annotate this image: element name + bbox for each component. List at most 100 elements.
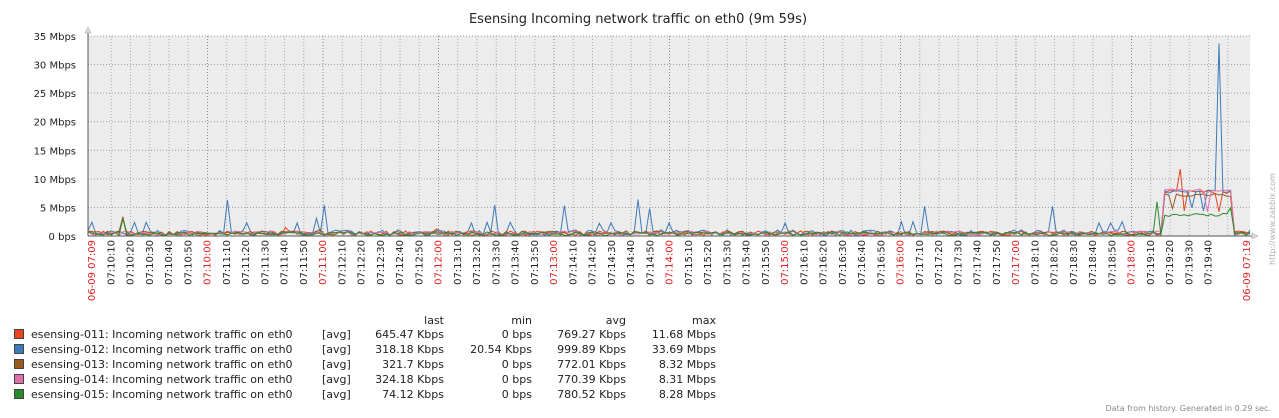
x-tick-label: 07:19:10 <box>1146 240 1157 285</box>
legend-avg-value: 770.39 Kbps <box>557 373 626 386</box>
x-tick-label: 07:15:20 <box>703 240 714 285</box>
legend-row: esensing-012: Incoming network traffic o… <box>14 343 734 356</box>
x-tick-label: 07:19:20 <box>1165 240 1176 285</box>
x-tick-label: 07:18:40 <box>1088 240 1099 285</box>
legend-max-value: 8.31 Mbps <box>658 373 716 386</box>
legend-row: esensing-014: Incoming network traffic o… <box>14 373 734 386</box>
legend-series-name: esensing-014: Incoming network traffic o… <box>31 373 293 386</box>
legend-avg-value: 780.52 Kbps <box>557 388 626 401</box>
x-tick-label: 07:17:00 <box>1011 240 1022 285</box>
x-tick-label: 07:10:50 <box>183 240 194 285</box>
y-tick-label: 15 Mbps <box>34 146 76 157</box>
legend-last-value: 318.18 Kbps <box>375 343 444 356</box>
x-tick-label: 07:11:40 <box>280 240 291 285</box>
series-layer <box>87 43 1251 237</box>
x-tick-label: 07:13:50 <box>530 240 541 285</box>
legend-header-avg: avg <box>605 314 626 327</box>
x-tick-label: 07:13:00 <box>549 240 560 285</box>
x-tick-label: 07:12:50 <box>414 240 425 285</box>
x-tick-label: 07:14:10 <box>568 240 579 285</box>
legend-swatch <box>14 329 24 339</box>
legend-min-value: 0 bps <box>501 358 532 371</box>
x-tick-label: 06-09 07:09 <box>87 240 98 301</box>
grid-lines <box>88 35 1250 236</box>
x-tick-label: 07:16:50 <box>876 240 887 285</box>
x-tick-label: 07:14:40 <box>626 240 637 285</box>
legend-series-name: esensing-013: Incoming network traffic o… <box>31 358 293 371</box>
x-tick-label: 07:15:00 <box>780 240 791 285</box>
y-tick-label: 20 Mbps <box>34 118 76 129</box>
x-tick-label: 07:13:10 <box>453 240 464 285</box>
x-tick-label: 07:18:10 <box>1030 240 1041 285</box>
x-tick-label: 07:19:40 <box>1204 240 1215 285</box>
y-tick-label: 0 bps <box>49 232 76 243</box>
legend-function: [avg] <box>322 373 351 386</box>
x-tick-label: 07:17:50 <box>992 240 1003 285</box>
x-tick-label: 07:14:20 <box>588 240 599 285</box>
x-tick-label: 07:12:30 <box>376 240 387 285</box>
legend-function: [avg] <box>322 328 351 341</box>
y-tick-label: 25 Mbps <box>34 89 76 100</box>
x-tick-label: 07:11:30 <box>260 240 271 285</box>
x-tick-label: 07:10:40 <box>164 240 175 285</box>
series-line-esensing-012 <box>87 43 1251 237</box>
legend-series-name: esensing-012: Incoming network traffic o… <box>31 343 293 356</box>
legend-header-max: max <box>692 314 716 327</box>
x-tick-label: 07:14:50 <box>645 240 656 285</box>
x-tick-label: 07:17:20 <box>934 240 945 285</box>
x-tick-label: 07:16:30 <box>838 240 849 285</box>
x-tick-label: 07:10:00 <box>203 240 214 285</box>
legend-series-name: esensing-011: Incoming network traffic o… <box>31 328 293 341</box>
legend-min-value: 20.54 Kbps <box>470 343 532 356</box>
series-line-esensing-014 <box>87 188 1251 237</box>
legend-max-value: 33.69 Mbps <box>651 343 716 356</box>
y-tick-label: 30 Mbps <box>34 61 76 72</box>
legend-header-min: min <box>511 314 532 327</box>
y-tick-label: 5 Mbps <box>40 203 76 214</box>
zabbix-watermark: http://www.zabbix.com <box>1268 173 1277 265</box>
x-tick-label: 07:12:40 <box>395 240 406 285</box>
x-tick-label: 07:16:00 <box>896 240 907 285</box>
x-tick-label: 07:13:30 <box>491 240 502 285</box>
legend-min-value: 0 bps <box>501 373 532 386</box>
legend-header-last: last <box>424 314 444 327</box>
legend-max-value: 8.28 Mbps <box>658 388 716 401</box>
legend-row: esensing-011: Incoming network traffic o… <box>14 328 734 341</box>
axes <box>84 26 1259 240</box>
x-tick-label: 07:10:20 <box>126 240 137 285</box>
legend-max-value: 8.32 Mbps <box>658 358 716 371</box>
x-tick-label: 07:13:40 <box>511 240 522 285</box>
x-tick-label: 07:16:10 <box>799 240 810 285</box>
legend-last-value: 324.18 Kbps <box>375 373 444 386</box>
legend-row: esensing-015: Incoming network traffic o… <box>14 388 734 401</box>
legend-min-value: 0 bps <box>501 328 532 341</box>
legend-function: [avg] <box>322 388 351 401</box>
legend-function: [avg] <box>322 358 351 371</box>
legend-swatch <box>14 359 24 369</box>
x-tick-label: 07:11:00 <box>318 240 329 285</box>
x-tick-label: 07:16:20 <box>819 240 830 285</box>
x-tick-label: 07:10:30 <box>145 240 156 285</box>
x-tick-label: 07:17:10 <box>915 240 926 285</box>
legend-min-value: 0 bps <box>501 388 532 401</box>
x-tick-label: 07:15:40 <box>742 240 753 285</box>
x-tick-label: 07:15:10 <box>684 240 695 285</box>
x-tick-label: 07:15:30 <box>722 240 733 285</box>
legend-avg-value: 999.89 Kbps <box>557 343 626 356</box>
x-tick-label: 07:11:20 <box>241 240 252 285</box>
x-tick-label: 07:16:40 <box>857 240 868 285</box>
legend-avg-value: 772.01 Kbps <box>557 358 626 371</box>
x-tick-label: 07:15:50 <box>761 240 772 285</box>
x-tick-label: 07:17:40 <box>973 240 984 285</box>
legend-row: esensing-013: Incoming network traffic o… <box>14 358 734 371</box>
legend-max-value: 11.68 Mbps <box>651 328 716 341</box>
y-axis-labels: 0 bps 5 Mbps 10 Mbps 15 Mbps 20 Mbps 25 Mbps 3… <box>34 32 76 243</box>
legend-last-value: 645.47 Kbps <box>375 328 444 341</box>
y-tick-label: 35 Mbps <box>34 32 76 43</box>
legend-last-value: 321.7 Kbps <box>382 358 444 371</box>
x-tick-label: 07:12:10 <box>337 240 348 285</box>
x-tick-label: 07:14:00 <box>665 240 676 285</box>
chart-title: Esensing Incoming network traffic on eth… <box>469 12 807 27</box>
x-tick-label: 07:17:30 <box>953 240 964 285</box>
